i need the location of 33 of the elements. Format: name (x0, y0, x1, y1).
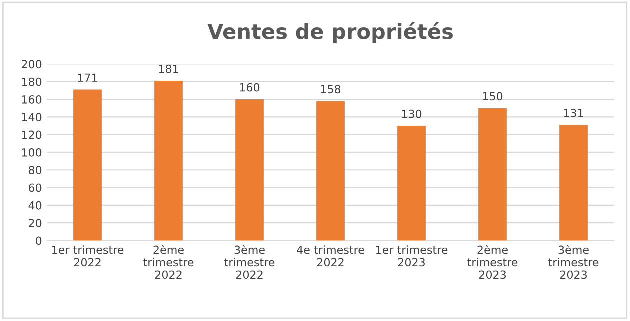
bar (236, 100, 264, 241)
data-label: 160 (240, 83, 260, 92)
bar (316, 101, 345, 241)
y-tick-label: 40 (28, 201, 42, 210)
y-tick-label: 0 (36, 236, 42, 246)
x-tick-label: 2ème trimestre 2022 (144, 245, 194, 280)
x-tick-label: 4e trimestre 2022 (297, 246, 364, 267)
bar (398, 126, 426, 241)
data-label: 181 (159, 64, 178, 74)
y-tick-label: 120 (22, 130, 42, 140)
x-tick-label: 1er trimestre 2023 (376, 246, 448, 267)
bar (74, 90, 102, 241)
data-label: 130 (402, 110, 422, 118)
bar (478, 108, 507, 241)
data-label: 150 (483, 92, 503, 101)
y-tick-label: 180 (22, 78, 42, 86)
bar (560, 125, 588, 241)
y-tick-label: 140 (22, 113, 42, 122)
x-tick-label: 2ème trimestre 2023 (468, 245, 518, 280)
data-label: 131 (564, 108, 584, 118)
x-tick-label: 1er trimestre 2022 (52, 246, 124, 267)
data-label: 158 (321, 85, 341, 94)
x-tick-label: 3ème trimestre 2022 (224, 245, 275, 280)
y-tick-label: 80 (29, 166, 42, 175)
y-tick-label: 160 (22, 95, 42, 104)
y-tick-label: 200 (22, 60, 42, 69)
chart-title: Ventes de propriétés (208, 22, 453, 44)
data-label: 171 (78, 74, 98, 82)
x-tick-label: 3ème trimestre 2023 (548, 245, 599, 280)
y-tick-label: 60 (29, 184, 42, 192)
bar (154, 80, 183, 241)
y-tick-label: 100 (22, 148, 42, 157)
y-tick-label: 20 (29, 219, 42, 228)
